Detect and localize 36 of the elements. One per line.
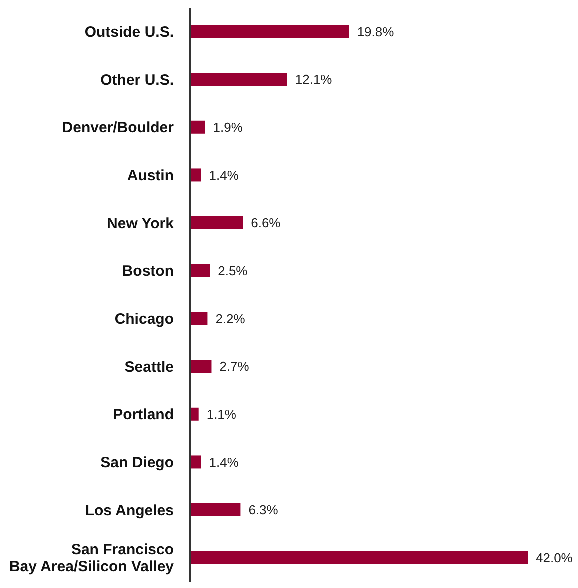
bar [190, 120, 206, 134]
data-label: 6.6% [251, 216, 282, 231]
y-tick-label: Los Angeles [85, 502, 174, 520]
bar [190, 168, 202, 182]
y-tick-label: New York [107, 215, 175, 232]
y-tick-label: San Francisco Bay Area/Silicon Valley [9, 542, 175, 576]
y-tick-label: Denver/Boulder [62, 120, 174, 137]
bar [190, 456, 202, 469]
data-label: 1.4% [209, 168, 240, 183]
data-label: 1.1% [206, 407, 237, 422]
data-label: 12.1% [295, 72, 333, 88]
y-tick-label: Austin [127, 167, 174, 184]
y-tick-label: San Diego [100, 454, 174, 472]
bar [190, 73, 288, 86]
data-label: 42.0% [536, 550, 574, 566]
y-tick-label: Boston [122, 263, 174, 280]
bar [190, 504, 241, 517]
y-tick-label: Seattle [124, 358, 174, 376]
y-tick-label: Other U.S. [100, 72, 174, 89]
data-label: 6.3% [248, 502, 279, 518]
bar [190, 360, 212, 374]
y-tick-label: Chicago [114, 310, 174, 328]
data-label: 2.2% [216, 311, 246, 326]
y-tick-label: Outside U.S. [84, 24, 174, 41]
bar [190, 216, 244, 230]
data-label: 1.9% [213, 120, 244, 135]
bar [190, 408, 199, 421]
bar [190, 264, 210, 278]
bar [190, 551, 528, 564]
data-label: 2.5% [218, 264, 248, 278]
data-label: 2.7% [220, 359, 250, 374]
bar [190, 312, 208, 326]
data-label: 19.8% [357, 24, 395, 40]
y-tick-label: Portland [113, 406, 174, 424]
bar [190, 25, 350, 38]
data-label: 1.4% [209, 454, 240, 470]
